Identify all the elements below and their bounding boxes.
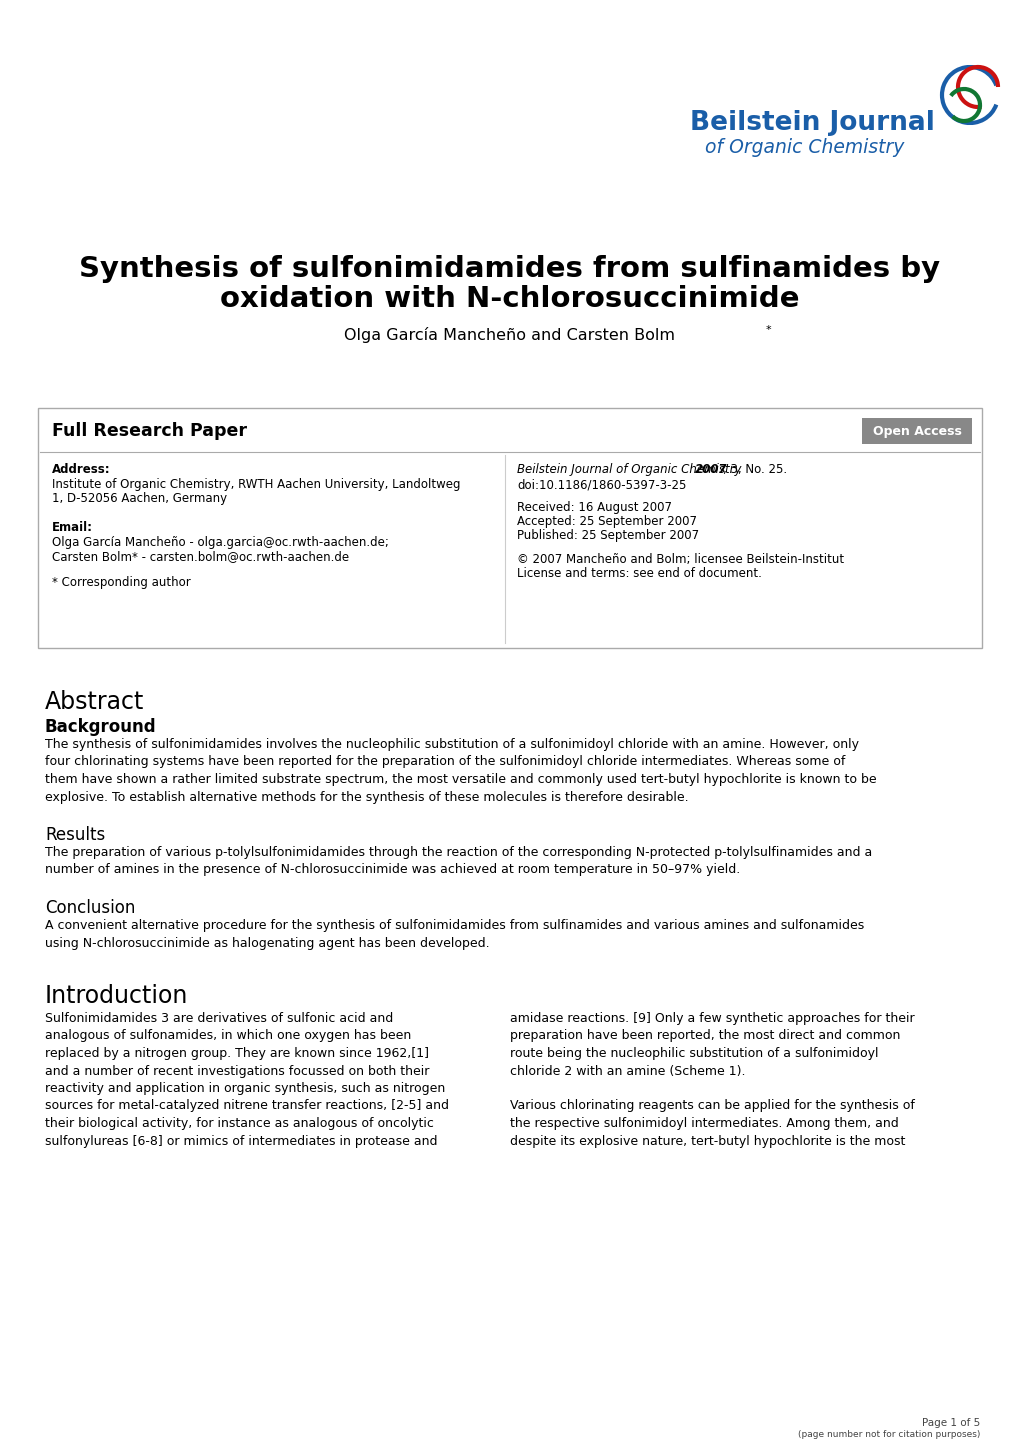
- Text: Olga García Mancheño - olga.garcia@oc.rwth-aachen.de;: Olga García Mancheño - olga.garcia@oc.rw…: [52, 535, 388, 548]
- Text: © 2007 Mancheño and Bolm; licensee Beilstein-Institut: © 2007 Mancheño and Bolm; licensee Beils…: [517, 553, 844, 566]
- Text: four chlorinating systems have been reported for the preparation of the sulfonim: four chlorinating systems have been repo…: [45, 756, 845, 769]
- Text: Accepted: 25 September 2007: Accepted: 25 September 2007: [517, 515, 696, 528]
- Text: reactivity and application in organic synthesis, such as nitrogen: reactivity and application in organic sy…: [45, 1082, 445, 1095]
- Bar: [38, 408, 981, 648]
- Text: of Organic Chemistry: of Organic Chemistry: [704, 139, 904, 157]
- Text: replaced by a nitrogen group. They are known since 1962,[1]: replaced by a nitrogen group. They are k…: [45, 1048, 429, 1061]
- Text: amidase reactions. [9] Only a few synthetic approaches for their: amidase reactions. [9] Only a few synthe…: [510, 1012, 914, 1025]
- Text: Various chlorinating reagents can be applied for the synthesis of: Various chlorinating reagents can be app…: [510, 1100, 914, 1113]
- Text: route being the nucleophilic substitution of a sulfonimidoyl: route being the nucleophilic substitutio…: [510, 1048, 877, 1061]
- Text: the respective sulfonimidoyl intermediates. Among them, and: the respective sulfonimidoyl intermediat…: [510, 1117, 898, 1130]
- Text: Olga García Mancheño and Carsten Bolm: Olga García Mancheño and Carsten Bolm: [344, 328, 675, 343]
- Text: Beilstein Journal: Beilstein Journal: [689, 110, 934, 136]
- Text: doi:10.1186/1860-5397-3-25: doi:10.1186/1860-5397-3-25: [517, 478, 686, 491]
- Text: The synthesis of sulfonimidamides involves the nucleophilic substitution of a su: The synthesis of sulfonimidamides involv…: [45, 737, 858, 750]
- Text: sulfonylureas [6-8] or mimics of intermediates in protease and: sulfonylureas [6-8] or mimics of interme…: [45, 1134, 437, 1147]
- Text: Page 1 of 5: Page 1 of 5: [921, 1418, 979, 1429]
- Text: The preparation of various p-tolylsulfonimidamides through the reaction of the c: The preparation of various p-tolylsulfon…: [45, 846, 871, 859]
- Text: Open Access: Open Access: [871, 424, 961, 437]
- Text: 1, D-52056 Aachen, Germany: 1, D-52056 Aachen, Germany: [52, 492, 227, 505]
- Text: Sulfonimidamides 3 are derivatives of sulfonic acid and: Sulfonimidamides 3 are derivatives of su…: [45, 1012, 393, 1025]
- Text: , 3, No. 25.: , 3, No. 25.: [722, 463, 787, 476]
- Text: analogous of sulfonamides, in which one oxygen has been: analogous of sulfonamides, in which one …: [45, 1029, 411, 1042]
- Text: number of amines in the presence of N-chlorosuccinimide was achieved at room tem: number of amines in the presence of N-ch…: [45, 863, 740, 876]
- Text: Synthesis of sulfonimidamides from sulfinamides by: Synthesis of sulfonimidamides from sulfi…: [79, 255, 940, 283]
- Text: sources for metal-catalyzed nitrene transfer reactions, [2-5] and: sources for metal-catalyzed nitrene tran…: [45, 1100, 448, 1113]
- Text: them have shown a rather limited substrate spectrum, the most versatile and comm: them have shown a rather limited substra…: [45, 773, 875, 786]
- Text: Beilstein Journal of Organic Chemistry: Beilstein Journal of Organic Chemistry: [517, 463, 745, 476]
- Text: explosive. To establish alternative methods for the synthesis of these molecules: explosive. To establish alternative meth…: [45, 791, 688, 804]
- Text: preparation have been reported, the most direct and common: preparation have been reported, the most…: [510, 1029, 900, 1042]
- Text: Email:: Email:: [52, 521, 93, 534]
- Text: Conclusion: Conclusion: [45, 899, 136, 916]
- Text: Background: Background: [45, 719, 157, 736]
- Text: using N-chlorosuccinimide as halogenating agent has been developed.: using N-chlorosuccinimide as halogenatin…: [45, 937, 489, 949]
- Text: *: *: [765, 325, 770, 335]
- Text: Abstract: Abstract: [45, 690, 145, 714]
- Text: and a number of recent investigations focussed on both their: and a number of recent investigations fo…: [45, 1065, 429, 1078]
- Text: oxidation with N-chlorosuccinimide: oxidation with N-chlorosuccinimide: [220, 286, 799, 313]
- Text: Full Research Paper: Full Research Paper: [52, 421, 247, 440]
- Text: Published: 25 September 2007: Published: 25 September 2007: [517, 530, 698, 543]
- Text: Institute of Organic Chemistry, RWTH Aachen University, Landoltweg: Institute of Organic Chemistry, RWTH Aac…: [52, 478, 460, 491]
- Text: * Corresponding author: * Corresponding author: [52, 576, 191, 589]
- Bar: [861, 418, 971, 444]
- Text: 2007: 2007: [694, 463, 727, 476]
- Text: despite its explosive nature, tert-butyl hypochlorite is the most: despite its explosive nature, tert-butyl…: [510, 1134, 905, 1147]
- Text: their biological activity, for instance as analogous of oncolytic: their biological activity, for instance …: [45, 1117, 433, 1130]
- Text: Introduction: Introduction: [45, 984, 189, 1009]
- Text: (page number not for citation purposes): (page number not for citation purposes): [797, 1430, 979, 1439]
- Text: chloride 2 with an amine (Scheme 1).: chloride 2 with an amine (Scheme 1).: [510, 1065, 745, 1078]
- Text: Address:: Address:: [52, 463, 110, 476]
- Text: A convenient alternative procedure for the synthesis of sulfonimidamides from su: A convenient alternative procedure for t…: [45, 919, 863, 932]
- Text: Results: Results: [45, 825, 105, 844]
- Text: Carsten Bolm* - carsten.bolm@oc.rwth-aachen.de: Carsten Bolm* - carsten.bolm@oc.rwth-aac…: [52, 550, 348, 563]
- Text: License and terms: see end of document.: License and terms: see end of document.: [517, 567, 761, 580]
- Text: Received: 16 August 2007: Received: 16 August 2007: [517, 501, 672, 514]
